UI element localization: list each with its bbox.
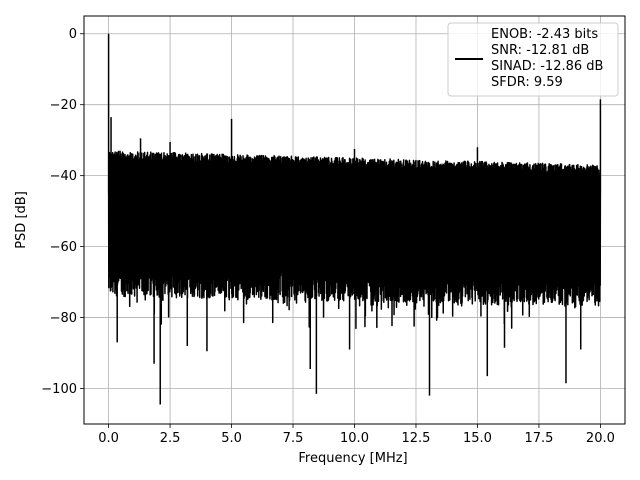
x-tick-label: 20.0 xyxy=(586,431,615,446)
legend-entry-sinad: SINAD: -12.86 dB xyxy=(491,59,603,74)
x-axis-ticks: 0.0 2.5 5.0 7.5 10.0 12.5 15.0 17.5 20.0 xyxy=(98,424,615,446)
y-tick-label: −40 xyxy=(50,169,77,184)
y-tick-label: −20 xyxy=(50,98,77,113)
legend-entry-snr: SNR: -12.81 dB xyxy=(491,43,589,58)
legend-entry-sfdr: SFDR: 9.59 xyxy=(491,75,563,90)
y-tick-label: −60 xyxy=(50,240,77,255)
x-tick-label: 10.0 xyxy=(340,431,369,446)
plot-area xyxy=(107,33,602,405)
psd-series-line xyxy=(107,33,602,405)
y-axis-label: PSD [dB] xyxy=(14,191,29,249)
x-tick-label: 12.5 xyxy=(402,431,431,446)
x-tick-label: 0.0 xyxy=(98,431,119,446)
y-tick-label: −80 xyxy=(50,311,77,326)
y-axis-ticks: 0 −20 −40 −60 −80 −100 xyxy=(41,27,84,397)
x-tick-label: 15.0 xyxy=(463,431,492,446)
legend-entry-enob: ENOB: -2.43 bits xyxy=(491,27,598,42)
y-tick-label: −100 xyxy=(41,382,77,397)
x-tick-label: 5.0 xyxy=(221,431,242,446)
x-axis-label: Frequency [MHz] xyxy=(298,451,407,466)
y-tick-label: 0 xyxy=(69,27,77,42)
x-tick-label: 7.5 xyxy=(283,431,304,446)
legend: ENOB: -2.43 bits SNR: -12.81 dB SINAD: -… xyxy=(447,22,619,97)
legend-box xyxy=(447,22,619,97)
x-tick-label: 2.5 xyxy=(160,431,181,446)
x-tick-label: 17.5 xyxy=(524,431,553,446)
